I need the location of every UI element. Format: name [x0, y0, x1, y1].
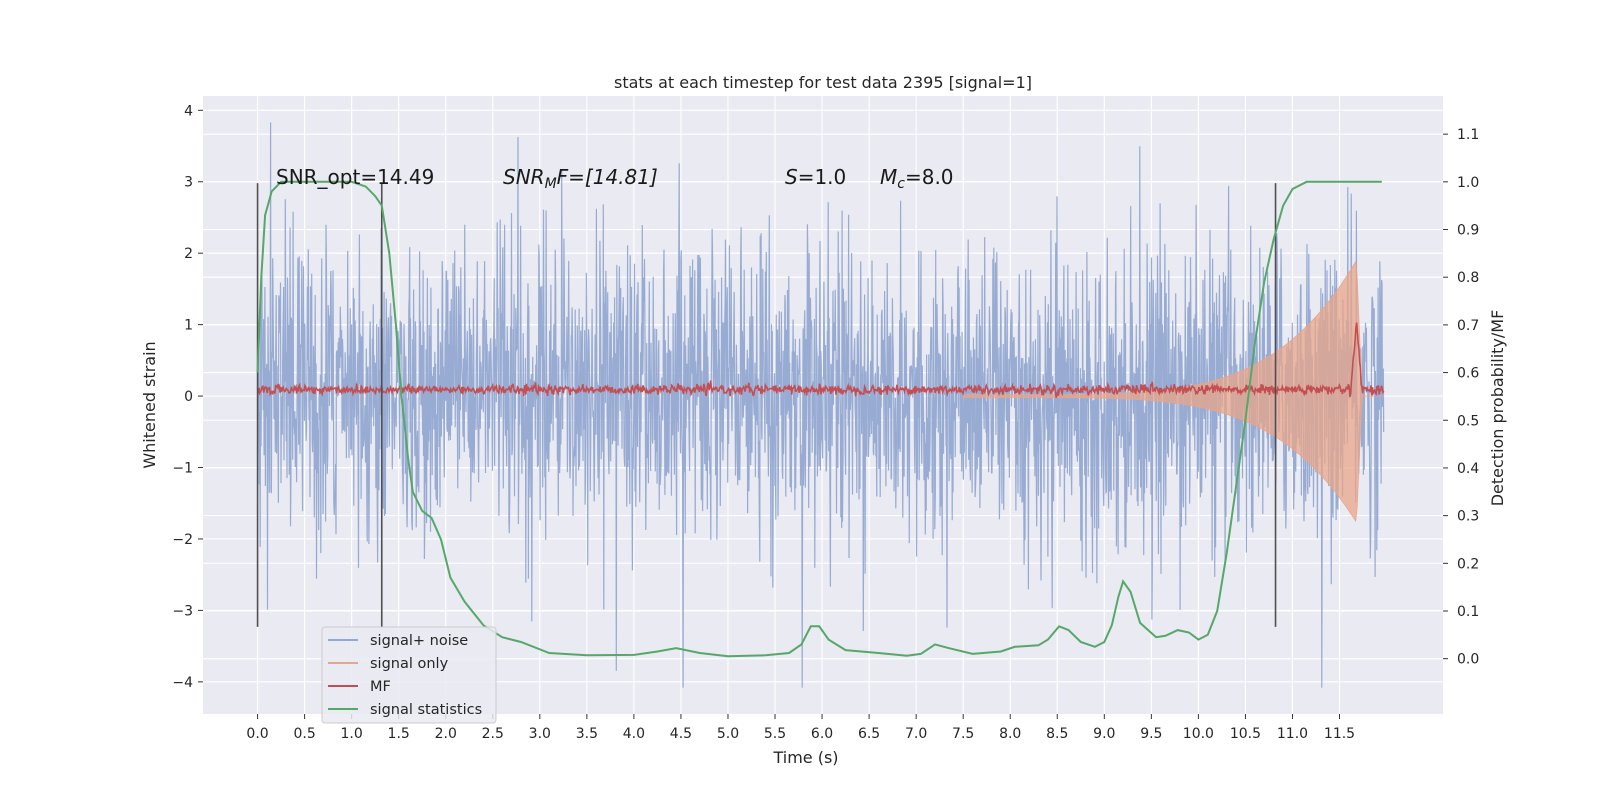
- y-ticks: −4 −3 −2 −1 0 1 2 3 4: [172, 103, 203, 691]
- y-tick-label: −1: [172, 461, 193, 477]
- x-tick-label: 8.5: [1046, 726, 1068, 742]
- y-tick-label: −3: [172, 603, 193, 619]
- chart-title: stats at each timestep for test data 239…: [614, 73, 1032, 92]
- annotation-snr-mf-sub: M: [545, 176, 557, 192]
- x-tick-label: 4.0: [623, 726, 645, 742]
- annotation-mc-sub: c: [897, 176, 905, 192]
- x-tick-label: 9.5: [1140, 726, 1162, 742]
- y2-tick-label: 0.3: [1457, 509, 1479, 525]
- y2-tick-label: 1.0: [1457, 175, 1479, 191]
- y2-tick-label: 0.5: [1457, 413, 1479, 429]
- x-tick-label: 6.5: [858, 726, 880, 742]
- y-tick-label: 1: [184, 318, 193, 334]
- x-tick-label: 10.0: [1183, 726, 1214, 742]
- y-tick-label: 3: [184, 175, 193, 191]
- annotation-snr-mf-base: SNR: [503, 165, 545, 189]
- x-tick-label: 5.0: [717, 726, 739, 742]
- x-tick-label: 11.5: [1324, 726, 1355, 742]
- series-mf: [256, 322, 1385, 398]
- y2-tick-label: 0.0: [1457, 652, 1479, 668]
- y2-axis-label: Detection probability/MF: [1488, 310, 1507, 507]
- y-axis-label: Whitened strain: [140, 341, 159, 468]
- x-tick-label: 0.5: [293, 726, 315, 742]
- x-tick-label: 9.0: [1093, 726, 1115, 742]
- x-tick-label: 8.0: [999, 726, 1021, 742]
- x-tick-label: 1.0: [341, 726, 363, 742]
- y2-tick-label: 1.1: [1457, 127, 1479, 143]
- series-signal-statistics: [256, 180, 1382, 658]
- annotation-mc-val: =8.0: [905, 165, 954, 189]
- x-tick-label: 1.5: [388, 726, 410, 742]
- y-tick-label: −4: [172, 675, 193, 691]
- y2-tick-label: 0.2: [1457, 556, 1479, 572]
- legend-box: [321, 626, 497, 724]
- annotation-snr-mf-rest: F=[14.81]: [557, 165, 658, 189]
- x-tick-label: 5.5: [764, 726, 786, 742]
- x-tick-label: 0.0: [246, 726, 268, 742]
- y-tick-label: 0: [184, 389, 193, 405]
- y2-ticks: 0.0 0.1 0.2 0.3 0.4 0.5 0.6 0.7 0.8 0.9 1.0 1.1: [1443, 127, 1479, 668]
- y-tick-label: 2: [184, 246, 193, 262]
- annotation-s-var: S: [785, 165, 798, 189]
- x-tick-label: 6.0: [811, 726, 833, 742]
- y2-tick-label: 0.1: [1457, 604, 1479, 620]
- vertical-markers: [256, 183, 1277, 627]
- legend-label-mf: MF: [370, 679, 391, 695]
- annotation-snr-mf: SNRMF=[14.81]: [503, 165, 658, 192]
- annotation-snr-opt: SNR_opt=14.49: [276, 165, 434, 189]
- legend: signal+ noise signal only MF signal stat…: [321, 626, 497, 724]
- y2-tick-label: 0.8: [1457, 270, 1479, 286]
- x-tick-label: 10.5: [1230, 726, 1261, 742]
- legend-label-signal-only: signal only: [370, 656, 449, 672]
- legend-label-signal-noise: signal+ noise: [370, 633, 468, 649]
- x-tick-label: 4.5: [670, 726, 692, 742]
- legend-label-signal-statistics: signal statistics: [370, 702, 482, 718]
- x-tick-label: 2.0: [435, 726, 457, 742]
- x-tick-label: 2.5: [482, 726, 504, 742]
- x-tick-label: 11.0: [1277, 726, 1308, 742]
- annotation-s: S=1.0: [785, 165, 846, 189]
- y2-tick-label: 0.7: [1457, 318, 1479, 334]
- annotation-mc: Mc=8.0: [880, 165, 954, 192]
- y-tick-label: 4: [184, 103, 193, 119]
- y2-tick-label: 0.4: [1457, 461, 1479, 477]
- series-signal-noise: [257, 122, 1385, 688]
- y-tick-label: −2: [172, 532, 193, 548]
- x-tick-label: 3.5: [576, 726, 598, 742]
- x-tick-label: 3.0: [529, 726, 551, 742]
- annotation-s-val: =1.0: [798, 165, 847, 189]
- annotation-mc-var: M: [880, 165, 897, 189]
- x-ticks: 0.0 0.5 1.0 1.5 2.0 2.5 3.0 3.5 4.0 4.5 5.0 5.5 6.0 6…: [246, 714, 1355, 742]
- x-tick-label: 7.0: [905, 726, 927, 742]
- x-tick-label: 7.5: [952, 726, 974, 742]
- y2-tick-label: 0.6: [1457, 366, 1479, 382]
- y2-tick-label: 0.9: [1457, 223, 1479, 239]
- x-axis-label: Time (s): [772, 748, 838, 767]
